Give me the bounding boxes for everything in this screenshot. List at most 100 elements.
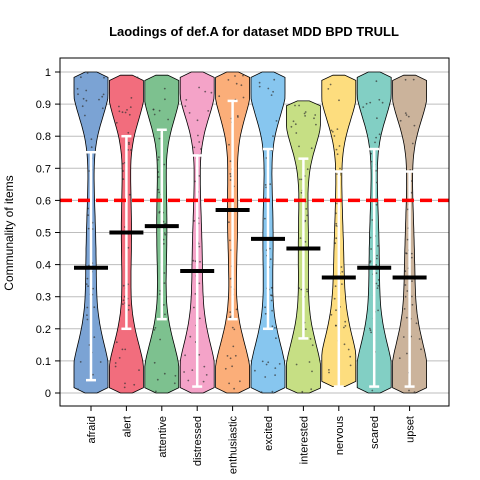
point-scared bbox=[370, 248, 372, 250]
point-attentive bbox=[157, 176, 160, 178]
point-scared bbox=[375, 80, 378, 83]
point-distressed bbox=[192, 259, 195, 262]
point-nervous bbox=[335, 224, 338, 227]
point-afraid bbox=[87, 285, 89, 287]
point-distressed bbox=[193, 220, 196, 222]
point-distressed bbox=[199, 260, 201, 263]
y-tick-label-9: 0.9 bbox=[36, 99, 51, 111]
point-scared bbox=[371, 219, 374, 221]
point-attentive bbox=[162, 242, 165, 245]
point-afraid bbox=[86, 306, 89, 309]
point-alert bbox=[122, 162, 124, 165]
point-interested bbox=[300, 191, 303, 194]
point-attentive bbox=[163, 282, 166, 284]
point-nervous bbox=[333, 135, 336, 137]
point-enthusiastic bbox=[226, 355, 229, 357]
point-afraid bbox=[82, 97, 85, 100]
point-interested bbox=[306, 168, 309, 171]
point-interested bbox=[294, 123, 297, 126]
point-attentive bbox=[163, 87, 166, 90]
point-excited bbox=[261, 360, 264, 363]
point-excited bbox=[258, 85, 261, 88]
point-enthusiastic bbox=[228, 143, 230, 146]
point-excited bbox=[267, 87, 270, 90]
point-nervous bbox=[328, 369, 330, 371]
point-nervous bbox=[338, 145, 341, 147]
point-nervous bbox=[327, 88, 330, 90]
point-scared bbox=[377, 309, 379, 312]
point-nervous bbox=[330, 313, 333, 316]
point-afraid bbox=[98, 98, 100, 101]
point-upset bbox=[404, 78, 407, 81]
point-afraid bbox=[101, 107, 104, 110]
x-tick-label-afraid: afraid bbox=[86, 416, 98, 444]
point-interested bbox=[299, 178, 301, 181]
point-nervous bbox=[344, 320, 347, 323]
point-nervous bbox=[349, 355, 352, 358]
point-scared bbox=[369, 261, 371, 264]
point-scared bbox=[375, 282, 378, 285]
point-alert bbox=[114, 365, 117, 368]
point-attentive bbox=[167, 118, 170, 121]
point-upset bbox=[411, 180, 413, 182]
point-enthusiastic bbox=[242, 74, 244, 77]
point-upset bbox=[405, 316, 408, 319]
point-excited bbox=[271, 325, 274, 328]
point-enthusiastic bbox=[231, 326, 234, 329]
point-scared bbox=[368, 327, 371, 330]
point-excited bbox=[267, 361, 270, 364]
point-alert bbox=[136, 76, 139, 79]
point-interested bbox=[308, 361, 311, 363]
point-excited bbox=[274, 367, 277, 369]
point-interested bbox=[305, 208, 308, 210]
point-upset bbox=[402, 336, 405, 338]
point-afraid bbox=[77, 93, 79, 96]
point-upset bbox=[406, 238, 409, 241]
point-upset bbox=[413, 124, 416, 127]
point-distressed bbox=[193, 146, 196, 149]
point-afraid bbox=[92, 287, 94, 290]
x-tick-label-alert: alert bbox=[121, 416, 133, 437]
point-excited bbox=[272, 135, 274, 138]
point-excited bbox=[269, 258, 272, 261]
point-scared bbox=[375, 257, 378, 260]
point-alert bbox=[118, 105, 120, 108]
point-scared bbox=[377, 279, 380, 281]
x-tick-label-distressed: distressed bbox=[192, 416, 204, 466]
y-tick-label-8: 0.8 bbox=[36, 131, 51, 143]
point-alert bbox=[122, 170, 124, 172]
point-excited bbox=[270, 294, 272, 297]
point-enthusiastic bbox=[224, 367, 227, 370]
x-tick-label-interested: interested bbox=[298, 416, 310, 464]
point-alert bbox=[122, 303, 124, 305]
point-excited bbox=[265, 363, 268, 366]
x-tick-label-nervous: nervous bbox=[334, 416, 346, 456]
point-afraid bbox=[102, 93, 105, 96]
point-scared bbox=[370, 331, 372, 334]
point-nervous bbox=[338, 99, 340, 102]
point-afraid bbox=[101, 95, 104, 98]
y-tick-label-1: 0.1 bbox=[36, 356, 51, 368]
y-axis-label: Communality of items bbox=[2, 175, 16, 290]
point-afraid bbox=[87, 214, 90, 217]
point-upset bbox=[411, 142, 414, 145]
point-enthusiastic bbox=[229, 160, 232, 163]
point-excited bbox=[270, 299, 273, 302]
point-distressed bbox=[200, 148, 202, 150]
point-interested bbox=[298, 145, 300, 148]
point-nervous bbox=[336, 153, 339, 156]
point-afraid bbox=[85, 99, 88, 102]
point-upset bbox=[413, 391, 416, 393]
point-enthusiastic bbox=[234, 75, 236, 77]
point-interested bbox=[311, 344, 314, 347]
point-distressed bbox=[205, 374, 208, 376]
overlay bbox=[60, 99, 449, 388]
point-interested bbox=[310, 388, 313, 391]
point-attentive bbox=[158, 109, 161, 112]
point-excited bbox=[264, 184, 267, 186]
point-upset bbox=[420, 348, 422, 351]
point-attentive bbox=[158, 156, 160, 159]
point-nervous bbox=[339, 167, 341, 170]
y-tick-label-6: 0.6 bbox=[36, 195, 51, 207]
point-nervous bbox=[334, 324, 337, 327]
